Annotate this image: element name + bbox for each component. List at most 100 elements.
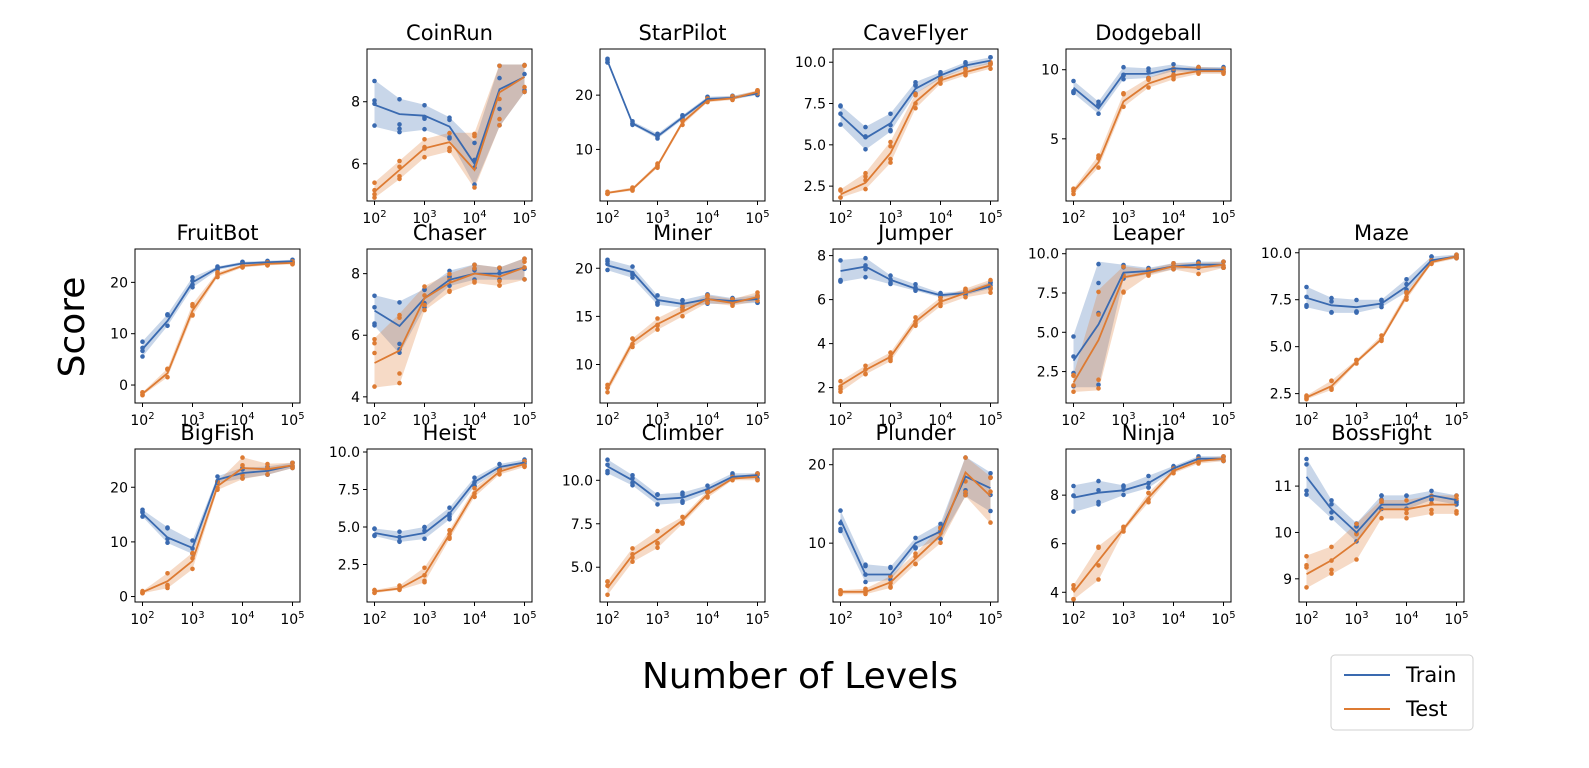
plot-frame-fruitbot xyxy=(134,248,301,404)
panel-title-fruitbot: FruitBot xyxy=(176,221,258,245)
train-point xyxy=(863,255,868,261)
train-point xyxy=(1304,302,1309,308)
y-tick-label: 15 xyxy=(575,309,593,325)
test-point xyxy=(422,154,427,160)
train-point xyxy=(938,521,943,527)
test-point xyxy=(422,137,427,142)
test-band-plunder xyxy=(840,456,991,595)
train-point xyxy=(630,473,635,478)
train-point xyxy=(372,123,377,128)
train-point xyxy=(863,274,868,280)
train-point xyxy=(1096,99,1101,105)
train-point xyxy=(913,80,918,85)
plot-frame-leaper xyxy=(1065,248,1232,404)
test-point xyxy=(1171,261,1176,266)
train-point xyxy=(913,282,918,287)
panel-title-heist: Heist xyxy=(423,421,477,445)
train-point xyxy=(1071,78,1076,84)
train-point xyxy=(422,126,427,132)
train-line-fruitbot xyxy=(141,260,293,350)
train-band-climber xyxy=(607,459,758,505)
panel-title-coinrun: CoinRun xyxy=(406,21,493,45)
test-point xyxy=(963,493,968,498)
train-point xyxy=(472,140,477,146)
test-point xyxy=(1071,389,1076,395)
test-point xyxy=(372,180,377,185)
train-point xyxy=(1329,309,1334,315)
train-point xyxy=(422,103,427,108)
train-point xyxy=(165,540,170,545)
train-point xyxy=(938,536,943,542)
panel-title-chaser: Chaser xyxy=(413,221,487,245)
train-point xyxy=(1379,493,1384,498)
panel-title-jumper: Jumper xyxy=(876,221,953,245)
test-point xyxy=(497,123,502,128)
test-line-leaper xyxy=(1072,263,1224,384)
test-point xyxy=(1404,510,1409,516)
train-point xyxy=(605,462,610,468)
train-point xyxy=(397,300,402,305)
train-point xyxy=(705,483,710,489)
test-point xyxy=(605,579,610,584)
train-point xyxy=(1096,488,1101,493)
test-point xyxy=(1196,271,1201,277)
test-point xyxy=(447,130,452,136)
train-point xyxy=(1354,297,1359,303)
test-point xyxy=(705,300,710,306)
train-point xyxy=(838,277,843,283)
test-line-maze xyxy=(1306,255,1457,399)
test-point xyxy=(888,139,893,145)
train-point xyxy=(1146,66,1151,71)
x-tick-label: 102 xyxy=(1294,610,1318,628)
train-point xyxy=(140,354,145,359)
panel-title-ninja: Ninja xyxy=(1122,421,1176,445)
test-point xyxy=(1221,259,1226,265)
train-point xyxy=(165,525,170,530)
test-point xyxy=(372,337,377,342)
train-point xyxy=(165,323,170,329)
train-point xyxy=(522,71,527,77)
train-line-heist xyxy=(374,461,525,539)
test-line-starpilot xyxy=(607,91,758,194)
panel-ninja: Ninja 4 6 8 102 103 104 105 xyxy=(1050,421,1236,628)
train-point xyxy=(397,122,402,127)
y-tick-label: 10.0 xyxy=(329,445,360,461)
test-point xyxy=(397,312,402,318)
test-point xyxy=(447,288,452,294)
test-point xyxy=(913,105,918,111)
test-point xyxy=(913,91,918,97)
test-point xyxy=(913,561,918,567)
train-point xyxy=(605,257,610,263)
x-tick-label: 102 xyxy=(828,610,852,628)
train-point xyxy=(1304,492,1309,497)
y-tick-label: 7.5 xyxy=(1270,293,1292,309)
x-tick-label: 103 xyxy=(180,610,204,628)
y-tick-label: 10.0 xyxy=(1028,247,1059,263)
test-point xyxy=(655,316,660,321)
test-band-maze xyxy=(1306,254,1457,400)
panel-title-bigfish: BigFish xyxy=(180,421,254,445)
y-tick-label: 5.0 xyxy=(338,520,360,536)
panel-title-maze: Maze xyxy=(1354,221,1409,245)
train-point xyxy=(1121,483,1126,488)
test-point xyxy=(472,279,477,284)
train-point xyxy=(1329,502,1334,507)
x-tick-label: 103 xyxy=(1344,610,1368,628)
y-tick-label: 5.0 xyxy=(1270,340,1292,356)
x-axis-label: Number of Levels xyxy=(642,656,958,697)
test-line-plunder xyxy=(840,470,992,593)
y-tick-label: 2.5 xyxy=(1037,365,1059,381)
test-line-caveflyer xyxy=(840,64,991,196)
train-point xyxy=(988,471,993,476)
plot-frame-maze xyxy=(1298,248,1465,404)
train-point xyxy=(397,129,402,135)
train-point xyxy=(605,457,610,463)
train-point xyxy=(1329,515,1334,521)
y-tick-label: 5 xyxy=(1050,132,1059,148)
test-point xyxy=(240,455,245,460)
x-tick-label: 105 xyxy=(978,209,1002,227)
y-tick-label: 8 xyxy=(817,249,826,265)
train-point xyxy=(1096,499,1101,505)
